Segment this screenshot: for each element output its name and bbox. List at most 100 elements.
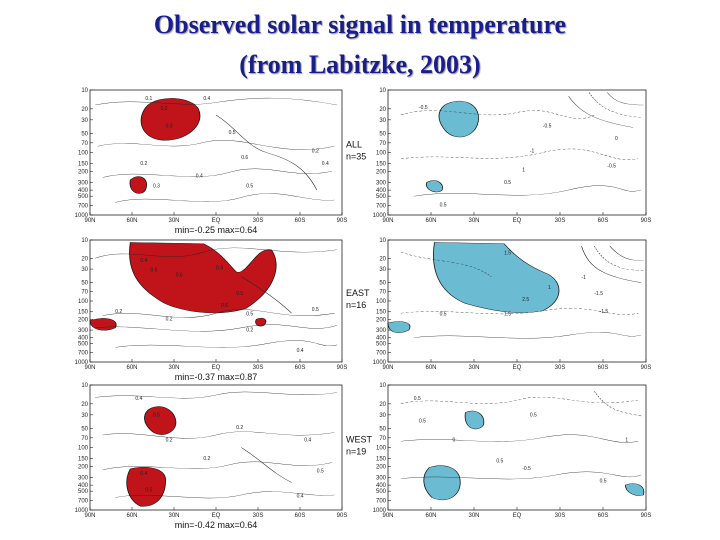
y-tick-label: 30 (81, 267, 88, 273)
contour-line-1 (581, 246, 641, 283)
contour-line-3 (240, 447, 292, 483)
contour-label: 0.5 (151, 268, 158, 274)
positive-region-1 (89, 318, 117, 331)
y-tick-label: 100 (78, 299, 89, 305)
contour-label: 0.5 (317, 469, 324, 475)
y-tick-label: 700 (376, 498, 387, 504)
y-tick-label: 200 (78, 464, 89, 470)
contour-label: 0.5 (414, 396, 421, 402)
contour-label: -0.5 (419, 105, 428, 111)
row-label: EAST (346, 288, 370, 298)
x-tick-label: 90N (84, 365, 95, 371)
y-tick-label: 300 (376, 180, 387, 186)
page-subtitle: (from Labitzke, 2003) (239, 50, 481, 79)
positive-region-0 (129, 242, 277, 314)
contour-label: 0.3 (166, 124, 173, 130)
x-tick-label: 90N (382, 513, 393, 519)
contour-label: 0.5 (246, 184, 253, 190)
x-tick-label: 90S (337, 365, 348, 371)
y-tick-label: 30 (379, 267, 386, 273)
y-tick-label: 10 (81, 238, 88, 244)
y-tick-label: 100 (78, 446, 89, 452)
y-tick-label: 100 (376, 299, 387, 305)
contour-line-2 (588, 92, 641, 118)
y-tick-label: 700 (78, 498, 89, 504)
minmax-label: min=-0.25 max=0.64 (175, 225, 258, 235)
contour-line-1 (102, 309, 335, 318)
y-tick-label: 300 (78, 328, 89, 334)
panel-all-left: 0.10.20.30.40.50.60.20.40.50.20.30.41020… (75, 88, 367, 235)
contour-label: -1 (582, 275, 587, 281)
x-tick-label: EQ (212, 513, 221, 519)
y-tick-label: 20 (81, 256, 88, 262)
contour-label: 0.5 (600, 479, 607, 485)
contour-line-2 (102, 168, 333, 178)
panel-east-left: 0.4 0.5 0.6 0.4 0.5 0.6 0.5 0.2 0.2 0.5 0.2 0.4 10 20… (75, 238, 370, 382)
negative-region-1 (423, 465, 461, 501)
contour-label: 0.6 (176, 273, 183, 279)
row-label: n=19 (346, 447, 366, 457)
x-tick-label: 60S (598, 513, 609, 519)
y-tick-label: 30 (379, 413, 386, 419)
y-tick-label: 150 (376, 162, 387, 168)
x-tick-label: 30S (253, 365, 264, 371)
contour-label: 0.5 (246, 312, 253, 318)
y-tick-label: 1000 (75, 213, 89, 219)
y-tick-label: 20 (379, 256, 386, 262)
contour-label: 0.2 (312, 149, 319, 155)
x-tick-label: 30S (555, 513, 566, 519)
contour-line-4 (400, 308, 639, 315)
contour-label: 0.4 (216, 265, 223, 271)
negative-region-1 (387, 321, 411, 333)
y-tick-label: 30 (81, 413, 88, 419)
y-tick-label: 10 (379, 238, 386, 244)
y-tick-label: 70 (379, 141, 386, 147)
y-tick-label: 70 (81, 141, 88, 147)
y-tick-label: 70 (81, 290, 88, 296)
contour-line-1 (102, 431, 335, 439)
y-tick-label: 150 (376, 457, 387, 463)
contour-line-3 (215, 114, 318, 191)
row-label: ALL (346, 140, 362, 150)
y-tick-label: 200 (376, 464, 387, 470)
x-tick-label: 90S (641, 365, 652, 371)
x-tick-label: 90N (84, 513, 95, 519)
positive-region-0 (144, 406, 177, 435)
contour-line-5 (413, 185, 642, 197)
y-tick-label: 70 (81, 436, 88, 442)
page-title: Observed solar signal in temperature (153, 10, 567, 39)
y-tick-label: 500 (78, 342, 89, 348)
contour-line-2 (594, 246, 644, 271)
contour-label: 0.6 (241, 155, 248, 161)
contour-label: 0.2 (236, 425, 243, 431)
contour-label: 1 (548, 285, 551, 291)
x-tick-label: 30S (555, 365, 566, 371)
y-tick-label: 20 (379, 107, 386, 113)
y-tick-label: 200 (78, 317, 89, 323)
positive-region-1 (129, 176, 147, 194)
contour-label: 0.4 (140, 471, 147, 477)
contour-label: -0.5 (607, 164, 616, 170)
x-tick-label: 60S (295, 218, 306, 224)
y-tick-label: 50 (81, 132, 88, 138)
y-tick-label: 500 (376, 194, 387, 200)
y-tick-label: 300 (78, 180, 89, 186)
negative-region-0 (438, 101, 479, 138)
y-tick-label: 400 (376, 188, 387, 194)
contour-label: 0.5 (419, 419, 426, 425)
x-tick-label: 90N (382, 365, 393, 371)
minmax-label: min=-0.42 max=0.64 (175, 520, 258, 530)
minmax-label: min=-0.37 max=0.87 (175, 372, 258, 382)
y-tick-label: 200 (376, 317, 387, 323)
contour-line-3 (609, 246, 644, 261)
y-tick-label: 200 (78, 169, 89, 175)
x-tick-label: 30N (468, 365, 479, 371)
contour-label: 0.4 (322, 161, 329, 167)
y-tick-label: 150 (376, 310, 387, 316)
x-tick-label: 60S (295, 365, 306, 371)
x-tick-label: 60S (598, 218, 609, 224)
y-tick-label: 150 (78, 162, 89, 168)
contour-label: 0 (615, 136, 618, 142)
contour-label: 0.5 (312, 307, 319, 313)
y-tick-label: 50 (379, 132, 386, 138)
